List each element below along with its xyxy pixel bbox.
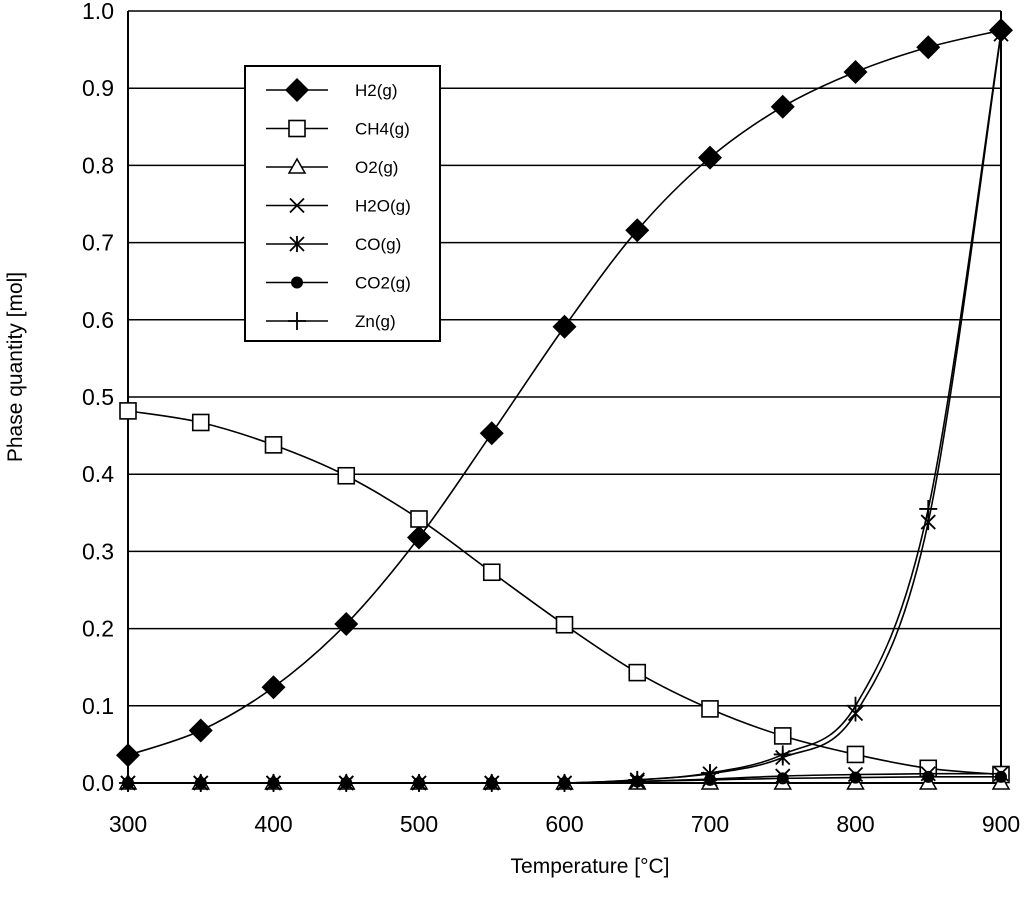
series-line <box>127 410 1002 776</box>
data-point <box>264 436 283 454</box>
data-point <box>701 763 719 782</box>
legend-marker <box>291 276 303 289</box>
data-point <box>698 145 722 170</box>
data-point <box>191 413 210 432</box>
legend-item: H2O(g) <box>266 197 411 216</box>
data-point <box>264 774 283 792</box>
series-H2(g) <box>116 18 1013 768</box>
y-tick-label: 0.7 <box>82 230 114 256</box>
data-point <box>116 743 140 768</box>
series-lines <box>116 18 1013 792</box>
x-tick-label: 600 <box>545 811 583 837</box>
y-tick-label: 0.3 <box>82 538 114 564</box>
data-point <box>773 745 792 764</box>
legend-item: CH4(g) <box>266 120 410 139</box>
legend-label: H2(g) <box>355 81 398 100</box>
y-axis-title: Phase quantity [mol] <box>4 272 27 462</box>
x-tick-label: 900 <box>982 811 1020 837</box>
legend-item: O2(g) <box>266 157 398 177</box>
data-point <box>628 663 647 682</box>
legend-marker <box>289 236 305 252</box>
data-point <box>479 421 504 446</box>
data-point <box>407 525 431 550</box>
data-point <box>995 770 1007 783</box>
legend-label: O2(g) <box>355 158 398 177</box>
series-Zn(g) <box>119 23 1010 792</box>
data-point <box>555 615 574 634</box>
legend-marker <box>289 197 305 214</box>
x-tick-label: 500 <box>400 811 438 837</box>
y-tick-label: 0.6 <box>82 307 114 333</box>
y-tick-label: 0.9 <box>82 75 114 101</box>
legend-marker <box>287 157 307 174</box>
legend-marker <box>288 119 306 138</box>
y-tick-label: 0.2 <box>82 616 114 642</box>
y-tick-label: 0.8 <box>82 152 114 178</box>
data-point <box>919 499 938 518</box>
legend-item: CO(g) <box>266 235 401 254</box>
data-point <box>119 774 137 792</box>
data-point <box>261 675 286 700</box>
legend-box <box>244 65 441 342</box>
x-tick-label: 300 <box>109 811 147 837</box>
data-point <box>552 314 577 339</box>
legend-label: CO2(g) <box>355 274 411 293</box>
y-tick-label: 0.5 <box>82 384 114 410</box>
legend-label: CH4(g) <box>355 120 410 139</box>
data-point <box>482 774 501 792</box>
x-tick-label: 700 <box>691 811 729 837</box>
data-point <box>188 718 213 743</box>
data-point <box>846 745 865 764</box>
data-point <box>625 218 650 243</box>
legend-item: Zn(g) <box>266 312 396 331</box>
data-point <box>337 466 356 485</box>
data-point <box>337 774 356 792</box>
data-point <box>922 770 935 783</box>
data-point <box>843 59 868 84</box>
legend-item: H2(g) <box>266 78 398 102</box>
data-point <box>482 563 501 582</box>
legend-marker <box>288 312 306 330</box>
y-tick-label: 0.1 <box>82 693 114 719</box>
legend-label: CO(g) <box>355 235 401 254</box>
y-tick-label: 0.4 <box>82 461 114 487</box>
y-tick-label: 1.0 <box>82 0 114 24</box>
data-point <box>916 35 941 60</box>
legend-label: Zn(g) <box>355 312 396 331</box>
data-point <box>846 696 865 715</box>
data-point <box>849 771 862 784</box>
x-axis-title: Temperature [°C] <box>511 855 670 878</box>
data-point <box>410 510 428 528</box>
x-tick-label: 400 <box>254 811 292 837</box>
data-point <box>555 774 574 792</box>
data-point <box>191 774 210 792</box>
data-point <box>776 772 789 785</box>
data-point <box>410 774 428 792</box>
y-tick-label: 0.0 <box>82 770 114 796</box>
tick-labels: 0.0 0.1 0.2 0.3 0.4 0.5 0.6 0.7 0.8 0.9 1.0 300 400 5… <box>82 0 1020 837</box>
data-point <box>992 23 1010 42</box>
data-point <box>773 727 792 745</box>
data-point <box>701 700 719 718</box>
x-tick-label: 800 <box>836 811 874 837</box>
data-point <box>628 770 647 789</box>
data-point <box>119 402 137 420</box>
legend-marker <box>285 78 309 102</box>
data-point <box>770 94 795 119</box>
data-point <box>334 611 359 636</box>
legend: H2(g) CH4(g) O2(g) H2O(g) CO(g) CO2(g) Zn(g) <box>244 65 441 342</box>
series-CH4(g) <box>119 402 1010 784</box>
legend-label: H2O(g) <box>355 197 411 216</box>
legend-item: CO2(g) <box>266 274 411 293</box>
